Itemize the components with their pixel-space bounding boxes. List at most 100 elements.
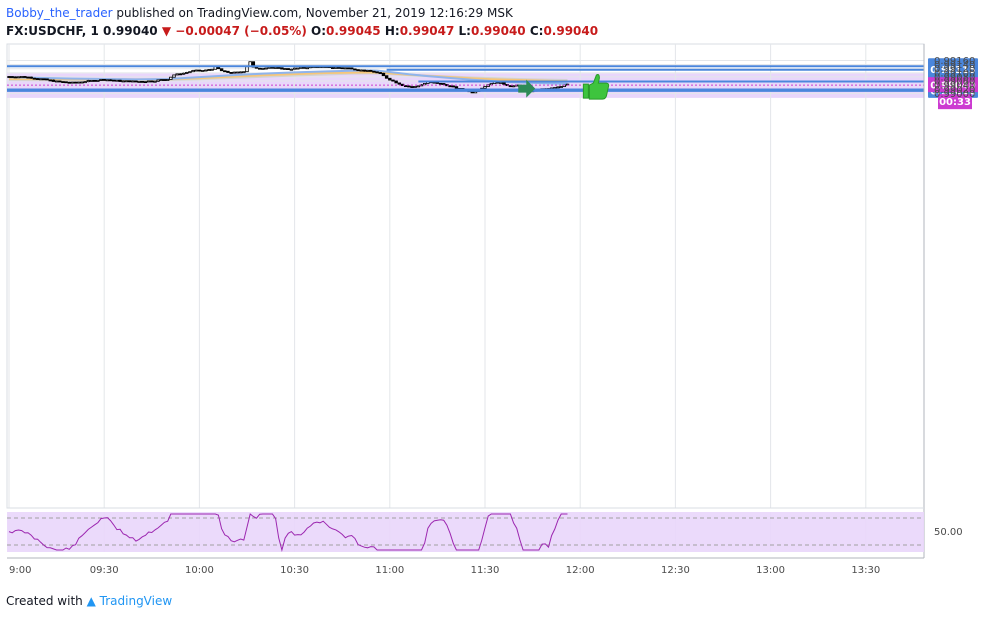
- candle: [162, 79, 167, 81]
- candle: [334, 66, 338, 69]
- candle: [115, 79, 119, 82]
- candle: [45, 78, 49, 81]
- candle: [137, 80, 141, 83]
- candle: [423, 83, 427, 86]
- candle: [127, 80, 132, 83]
- candle: [156, 79, 160, 82]
- candle: [23, 76, 27, 78]
- last-price-value: 0.99040: [103, 24, 158, 38]
- candle: [10, 76, 14, 78]
- candle: [39, 78, 43, 81]
- y-tick-label: 0.99160: [934, 56, 975, 67]
- candle: [388, 77, 392, 81]
- x-tick-label: 13:30: [851, 565, 880, 576]
- close-value: 0.99040: [543, 24, 599, 38]
- candle: [153, 80, 157, 83]
- candle: [337, 66, 341, 69]
- y-tick-label: 0.99100: [934, 68, 975, 79]
- candle: [305, 67, 309, 70]
- low-label: L:: [458, 24, 471, 38]
- candle: [362, 69, 367, 72]
- candle: [365, 70, 370, 72]
- candle: [19, 76, 24, 78]
- candle: [508, 85, 513, 88]
- main-pane: [6, 43, 925, 509]
- candle: [73, 81, 78, 84]
- candle: [438, 82, 443, 85]
- candle: [140, 80, 144, 83]
- level-price-label: 0.99115: [930, 65, 976, 76]
- candle: [292, 67, 297, 70]
- y-tick-label: 0.99140: [934, 60, 975, 71]
- y-tick-label: 0.99000: [934, 89, 975, 100]
- candle: [375, 71, 379, 74]
- open-label: O:: [311, 24, 326, 38]
- candle: [369, 70, 373, 72]
- candle: [283, 68, 287, 70]
- candle: [346, 67, 351, 70]
- candle: [416, 85, 421, 88]
- x-tick-label: 12:30: [661, 565, 690, 576]
- candle: [16, 76, 21, 79]
- candle: [394, 80, 398, 84]
- published-header: Bobby_the_trader published on TradingVie…: [6, 4, 513, 22]
- candle: [483, 86, 487, 89]
- candle: [29, 76, 33, 79]
- candle: [264, 67, 268, 70]
- x-tick-label: 13:00: [756, 565, 785, 576]
- candle: [86, 80, 91, 83]
- candle: [197, 69, 202, 72]
- candle: [191, 70, 195, 73]
- candle: [410, 86, 414, 88]
- candle: [359, 69, 363, 72]
- candle: [232, 71, 237, 74]
- candle: [299, 66, 303, 69]
- candle: [54, 80, 59, 83]
- candle: [235, 71, 240, 74]
- open-value: 0.99045: [326, 24, 381, 38]
- candle: [96, 80, 100, 82]
- candle: [146, 80, 151, 83]
- level-price-tag: [928, 61, 978, 77]
- symbol-label[interactable]: FX:USDCHF, 1: [6, 24, 99, 38]
- y-tick-label: 0.99060: [934, 77, 975, 88]
- candle: [296, 67, 300, 70]
- x-tick-label: 09:30: [90, 565, 119, 576]
- candle: [207, 69, 211, 72]
- candle: [7, 76, 11, 78]
- author-link[interactable]: Bobby_the_trader: [6, 6, 113, 20]
- countdown-tag: [938, 94, 972, 110]
- candle: [150, 80, 154, 83]
- low-value: 0.99040: [470, 24, 526, 38]
- candle: [273, 67, 278, 69]
- candle: [286, 68, 290, 70]
- candle: [435, 82, 440, 84]
- candle: [499, 82, 503, 84]
- candle: [289, 68, 294, 71]
- x-tick-label: 10:00: [185, 565, 214, 576]
- candle: [61, 81, 65, 83]
- candle: [108, 79, 113, 82]
- candle: [165, 79, 170, 81]
- footer: Created with ▲ TradingView: [6, 592, 172, 610]
- candle: [169, 76, 173, 80]
- down-triangle-icon: ▼: [161, 24, 172, 38]
- ohlc-legend: FX:USDCHF, 1 0.99040 ▼ −0.00047 (−0.05%)…: [6, 22, 598, 40]
- candle: [26, 76, 30, 79]
- candle: [35, 78, 40, 80]
- candle: [172, 74, 176, 78]
- candle: [32, 77, 37, 80]
- candle: [200, 69, 205, 72]
- candle: [77, 81, 81, 84]
- tradingview-logo-icon: ▲: [86, 594, 96, 608]
- y-tick-label: 0.99040: [934, 81, 975, 92]
- close-label: C:: [529, 24, 544, 38]
- candle: [556, 86, 560, 89]
- candle: [92, 80, 97, 82]
- candle: [267, 66, 271, 69]
- candle: [559, 86, 563, 88]
- candle: [58, 80, 62, 83]
- x-tick-label: 11:00: [375, 565, 404, 576]
- tradingview-brand[interactable]: TradingView: [99, 594, 173, 608]
